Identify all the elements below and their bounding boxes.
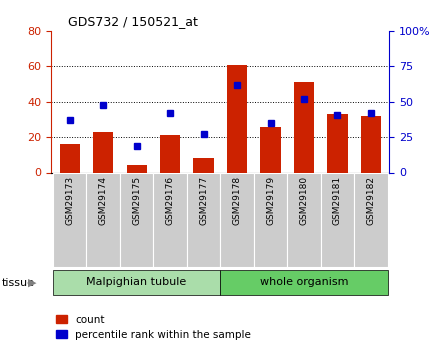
Text: whole organism: whole organism	[260, 277, 348, 287]
Text: ▶: ▶	[28, 278, 36, 288]
Bar	[187, 172, 220, 267]
Text: GSM29173: GSM29173	[65, 176, 74, 225]
Legend: count, percentile rank within the sample: count, percentile rank within the sample	[57, 315, 251, 340]
Text: tissue: tissue	[2, 278, 35, 288]
Text: Malpighian tubule: Malpighian tubule	[86, 277, 187, 287]
Text: GSM29179: GSM29179	[266, 176, 275, 225]
Bar	[287, 172, 321, 267]
Bar	[53, 172, 86, 267]
Bar	[227, 65, 247, 172]
Text: GSM29181: GSM29181	[333, 176, 342, 225]
Bar	[60, 144, 80, 172]
Bar	[154, 172, 187, 267]
Bar	[160, 135, 180, 172]
Text: GSM29182: GSM29182	[367, 176, 376, 225]
Text: GSM29176: GSM29176	[166, 176, 174, 225]
Bar	[254, 172, 287, 267]
Text: GSM29180: GSM29180	[299, 176, 308, 225]
Bar	[126, 166, 146, 172]
Bar	[120, 172, 154, 267]
Bar	[354, 172, 388, 267]
Bar	[361, 116, 381, 172]
Bar	[86, 172, 120, 267]
Bar	[220, 270, 388, 295]
Bar	[321, 172, 354, 267]
Text: GSM29175: GSM29175	[132, 176, 141, 225]
Bar	[194, 158, 214, 172]
Bar	[220, 172, 254, 267]
Text: GSM29177: GSM29177	[199, 176, 208, 225]
Bar	[294, 82, 314, 172]
Text: GSM29174: GSM29174	[99, 176, 108, 225]
Bar	[93, 132, 113, 172]
Bar	[53, 270, 220, 295]
Bar	[328, 114, 348, 172]
Bar	[260, 127, 280, 172]
Text: GDS732 / 150521_at: GDS732 / 150521_at	[68, 16, 198, 29]
Text: GSM29178: GSM29178	[233, 176, 242, 225]
